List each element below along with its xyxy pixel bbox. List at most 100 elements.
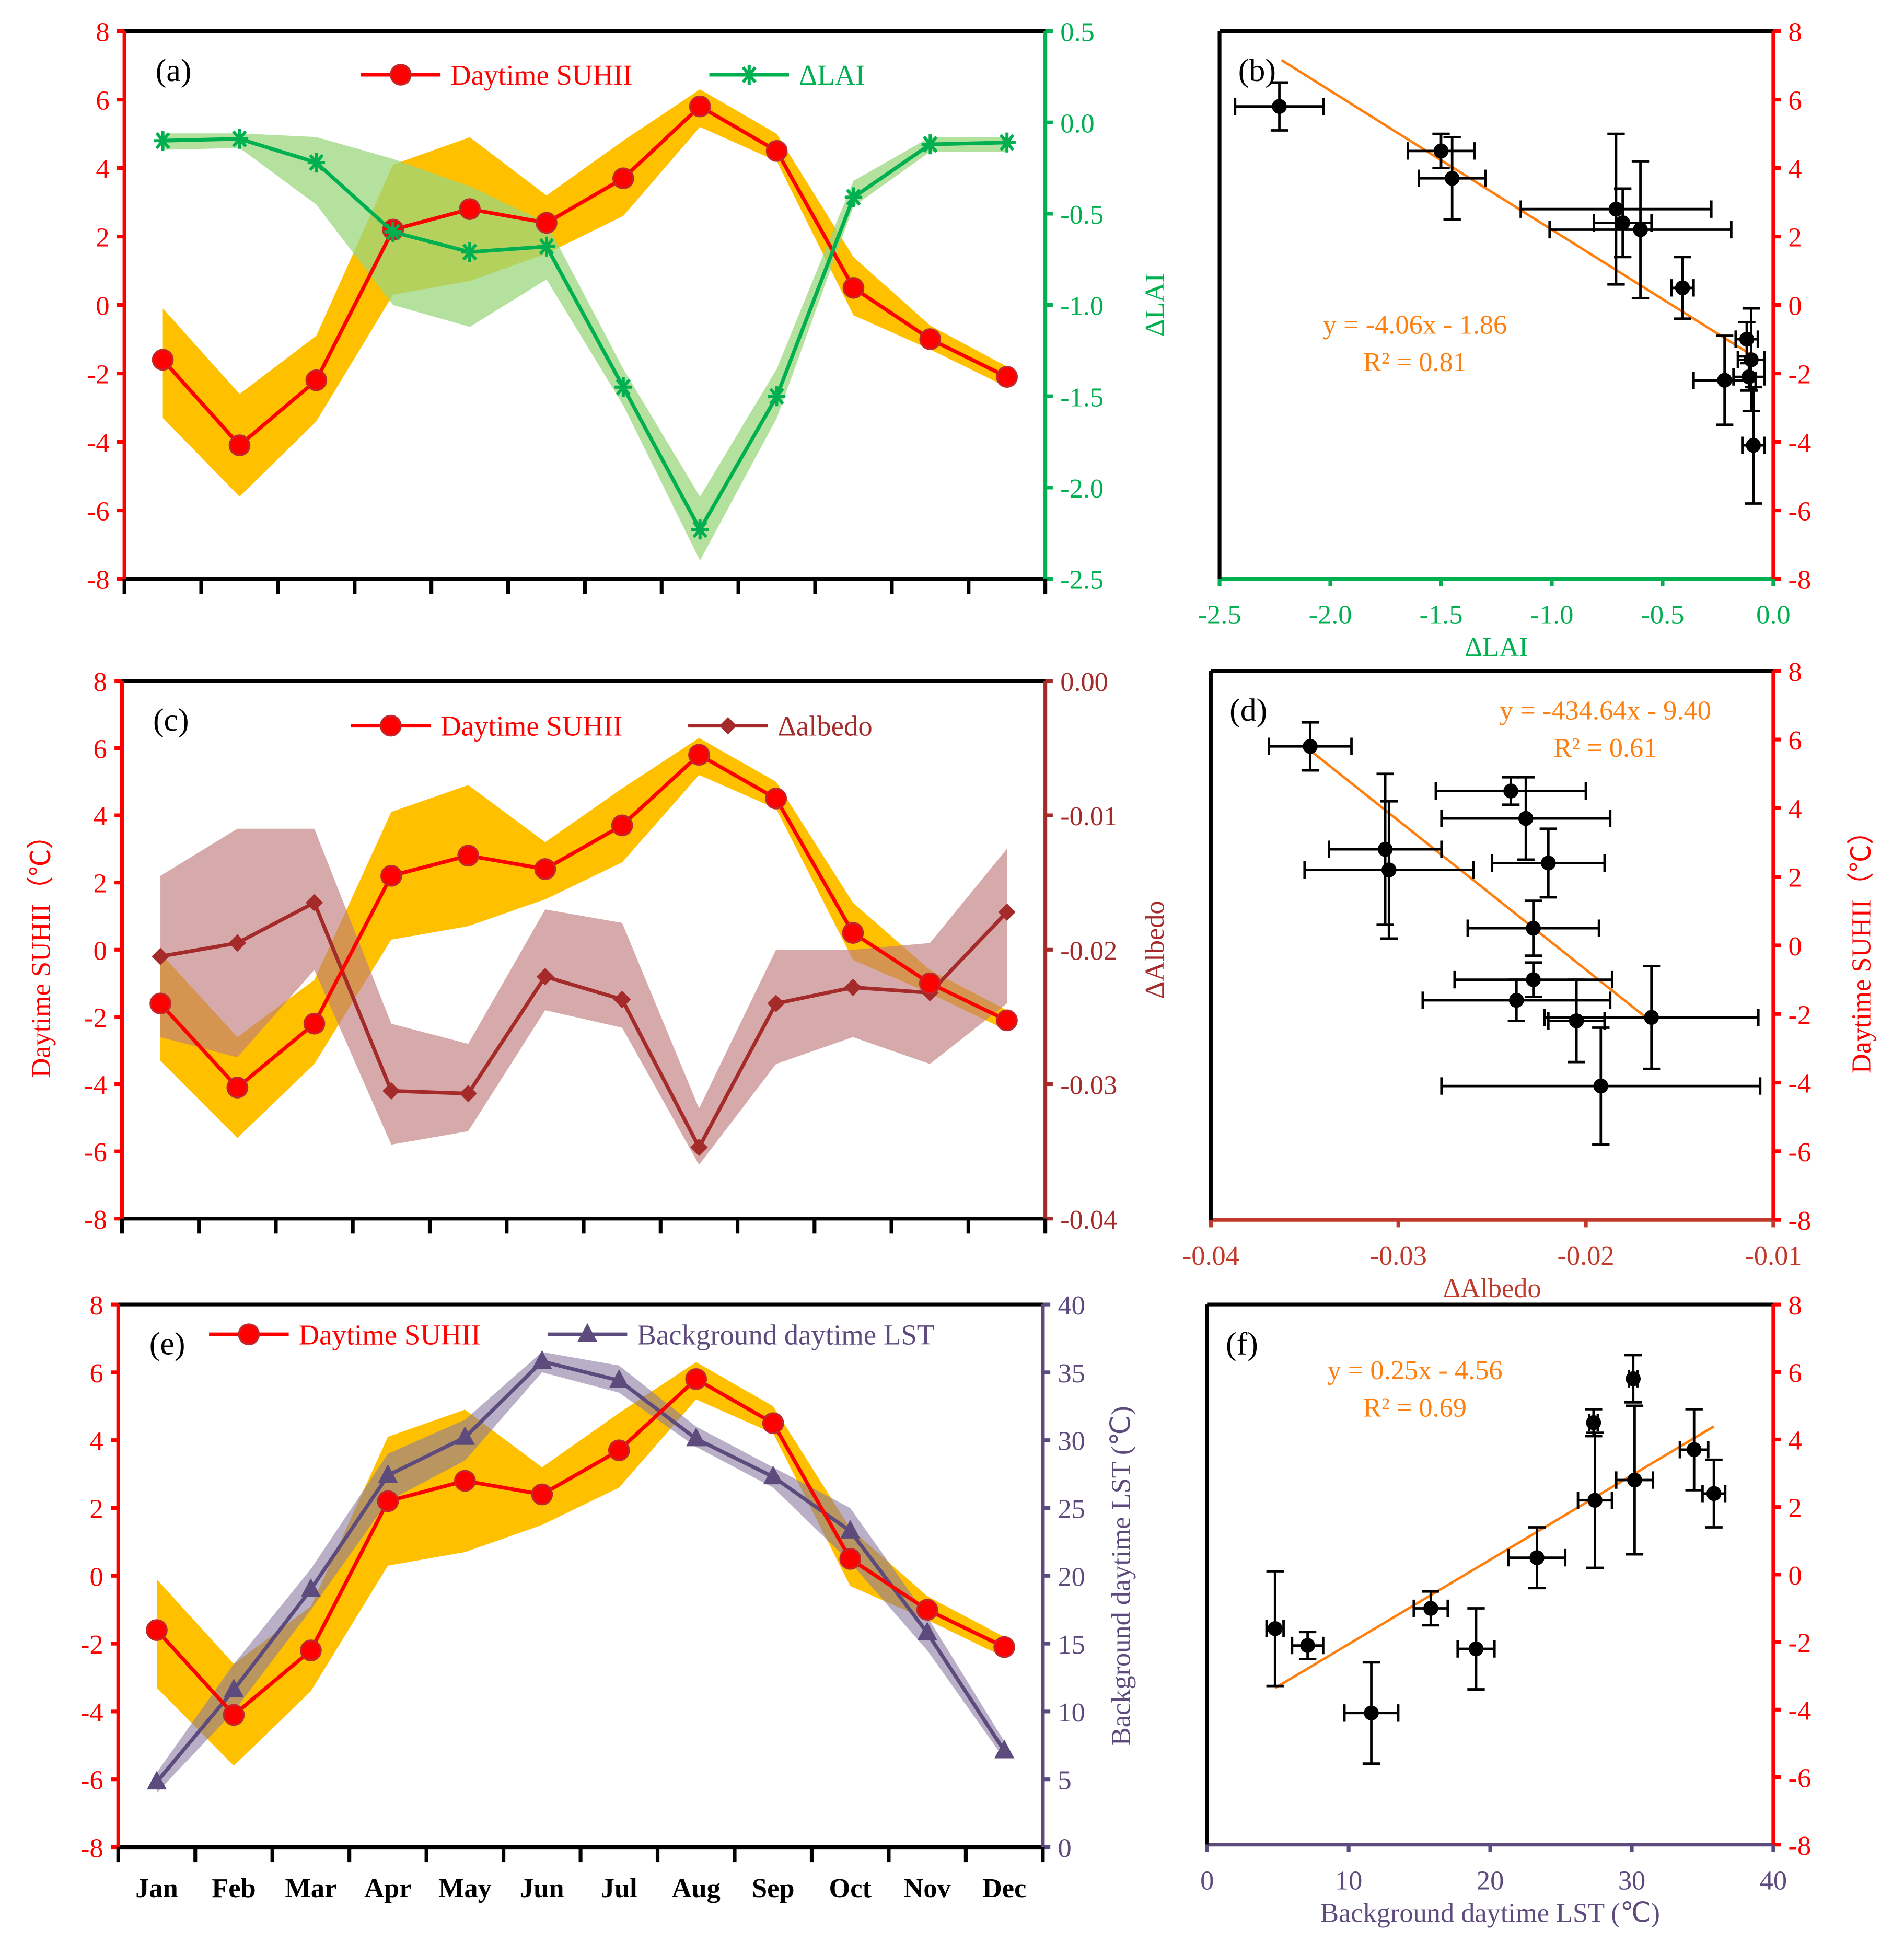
data-point xyxy=(384,222,402,242)
y2-tick-label: -0.5 xyxy=(1060,200,1104,230)
data-point xyxy=(996,1009,1018,1032)
y-tick-label: 6 xyxy=(1789,86,1802,116)
data-point xyxy=(1608,201,1624,217)
y-tick-label: 6 xyxy=(89,1358,103,1389)
y-tick-label: 6 xyxy=(96,86,109,116)
x-tick-label: -0.01 xyxy=(1745,1241,1802,1271)
data-point xyxy=(1423,1601,1438,1616)
data-point xyxy=(223,1704,245,1726)
fit-r2: R² = 0.69 xyxy=(1363,1392,1467,1423)
y2-tick-label: -0.01 xyxy=(1060,801,1117,831)
series-line xyxy=(155,1377,1005,1718)
data-point xyxy=(994,1739,1015,1759)
data-point xyxy=(921,134,939,155)
data-point xyxy=(534,858,556,880)
y2-tick-label: 40 xyxy=(1058,1290,1085,1321)
y-tick-label: -2 xyxy=(1789,360,1812,390)
data-point xyxy=(146,1619,168,1641)
y2-tick-label: 15 xyxy=(1058,1630,1085,1660)
data-point xyxy=(840,1520,861,1539)
data-point xyxy=(762,1412,784,1435)
data-point xyxy=(768,386,786,407)
legend-marker xyxy=(740,64,758,85)
y-tick-label: 4 xyxy=(89,1426,103,1457)
y2-tick-label: 5 xyxy=(1058,1765,1071,1796)
data-point xyxy=(1381,862,1397,877)
data-point xyxy=(689,95,711,118)
x-tick-label: -0.04 xyxy=(1182,1241,1239,1271)
series-line xyxy=(160,900,1008,1152)
series2-band xyxy=(160,828,1007,1165)
data-point xyxy=(608,1439,630,1461)
x-tick-label: Dec xyxy=(982,1873,1026,1903)
x-tick-label: May xyxy=(438,1873,492,1903)
data-point xyxy=(300,1639,322,1661)
legend-marker xyxy=(238,1323,260,1346)
data-point xyxy=(300,1578,321,1597)
y2-tick-label: 0.5 xyxy=(1060,17,1094,48)
data-point xyxy=(224,1678,244,1697)
y-tick-label: 8 xyxy=(96,17,109,48)
data-point xyxy=(377,1490,399,1512)
data-point xyxy=(536,212,558,234)
y2-tick-label: -2.5 xyxy=(1060,565,1104,595)
data-point xyxy=(1303,738,1318,754)
fit-line xyxy=(1281,59,1757,359)
y-tick-label: -4 xyxy=(1789,1069,1812,1099)
fit-line xyxy=(1274,1425,1715,1690)
y-tick-label: 4 xyxy=(1789,154,1802,184)
data-point xyxy=(305,369,328,391)
y-tick-label: 6 xyxy=(94,734,107,765)
data-point xyxy=(993,1636,1015,1658)
y-tick-label: 0 xyxy=(94,935,107,966)
x-axis-title: ΔAlbedo xyxy=(1443,1273,1541,1303)
x-tick-label: -0.5 xyxy=(1641,599,1684,630)
data-point xyxy=(609,1369,629,1388)
x-tick-label: Sep xyxy=(752,1873,795,1903)
y-tick-label: -6 xyxy=(1789,1137,1812,1168)
data-point xyxy=(919,972,941,995)
panel-label: (c) xyxy=(153,702,189,738)
data-point xyxy=(842,922,864,944)
x-tick-label: -0.03 xyxy=(1370,1241,1427,1271)
data-point xyxy=(690,1138,708,1157)
data-point xyxy=(998,132,1016,153)
data-point xyxy=(307,153,326,173)
series-line xyxy=(159,752,1008,1090)
data-point xyxy=(1627,1472,1642,1488)
series-line xyxy=(155,1359,1006,1784)
y-tick-label: -4 xyxy=(1789,428,1812,458)
data-point xyxy=(686,1427,706,1447)
data-point xyxy=(612,167,634,190)
y2-tick-label: 35 xyxy=(1058,1358,1085,1389)
data-point xyxy=(230,129,249,149)
data-point xyxy=(614,377,632,397)
data-point xyxy=(461,242,479,262)
y-tick-label: 2 xyxy=(94,869,107,899)
y-tick-label: -8 xyxy=(1789,1831,1812,1861)
data-point xyxy=(228,934,246,952)
data-point xyxy=(611,814,633,837)
legend-marker xyxy=(390,64,412,86)
y2-tick-label: -0.04 xyxy=(1060,1205,1117,1235)
y2-tick-label: 0 xyxy=(1058,1833,1071,1864)
suhii-band xyxy=(156,1362,1005,1766)
y-tick-label: -6 xyxy=(84,1137,107,1168)
data-point xyxy=(1746,437,1761,453)
data-point xyxy=(1587,1493,1603,1508)
y-tick-label: 6 xyxy=(1789,1358,1802,1388)
data-point xyxy=(1569,1013,1584,1028)
x-tick-label: -1.0 xyxy=(1530,599,1574,630)
data-point xyxy=(998,903,1016,921)
x-tick-label: Feb xyxy=(212,1873,256,1903)
series2-band xyxy=(162,133,1007,561)
y-tick-label: 0 xyxy=(1789,291,1802,321)
y2-axis-title: ΔAlbedo xyxy=(1140,900,1170,999)
y-tick-label: 2 xyxy=(89,1494,103,1524)
y-tick-label: -8 xyxy=(1789,1206,1812,1236)
y-tick-label: -2 xyxy=(1789,1000,1812,1030)
data-point xyxy=(152,947,169,965)
data-point xyxy=(1633,222,1648,237)
data-point xyxy=(1503,783,1518,799)
data-point xyxy=(1586,1415,1601,1430)
